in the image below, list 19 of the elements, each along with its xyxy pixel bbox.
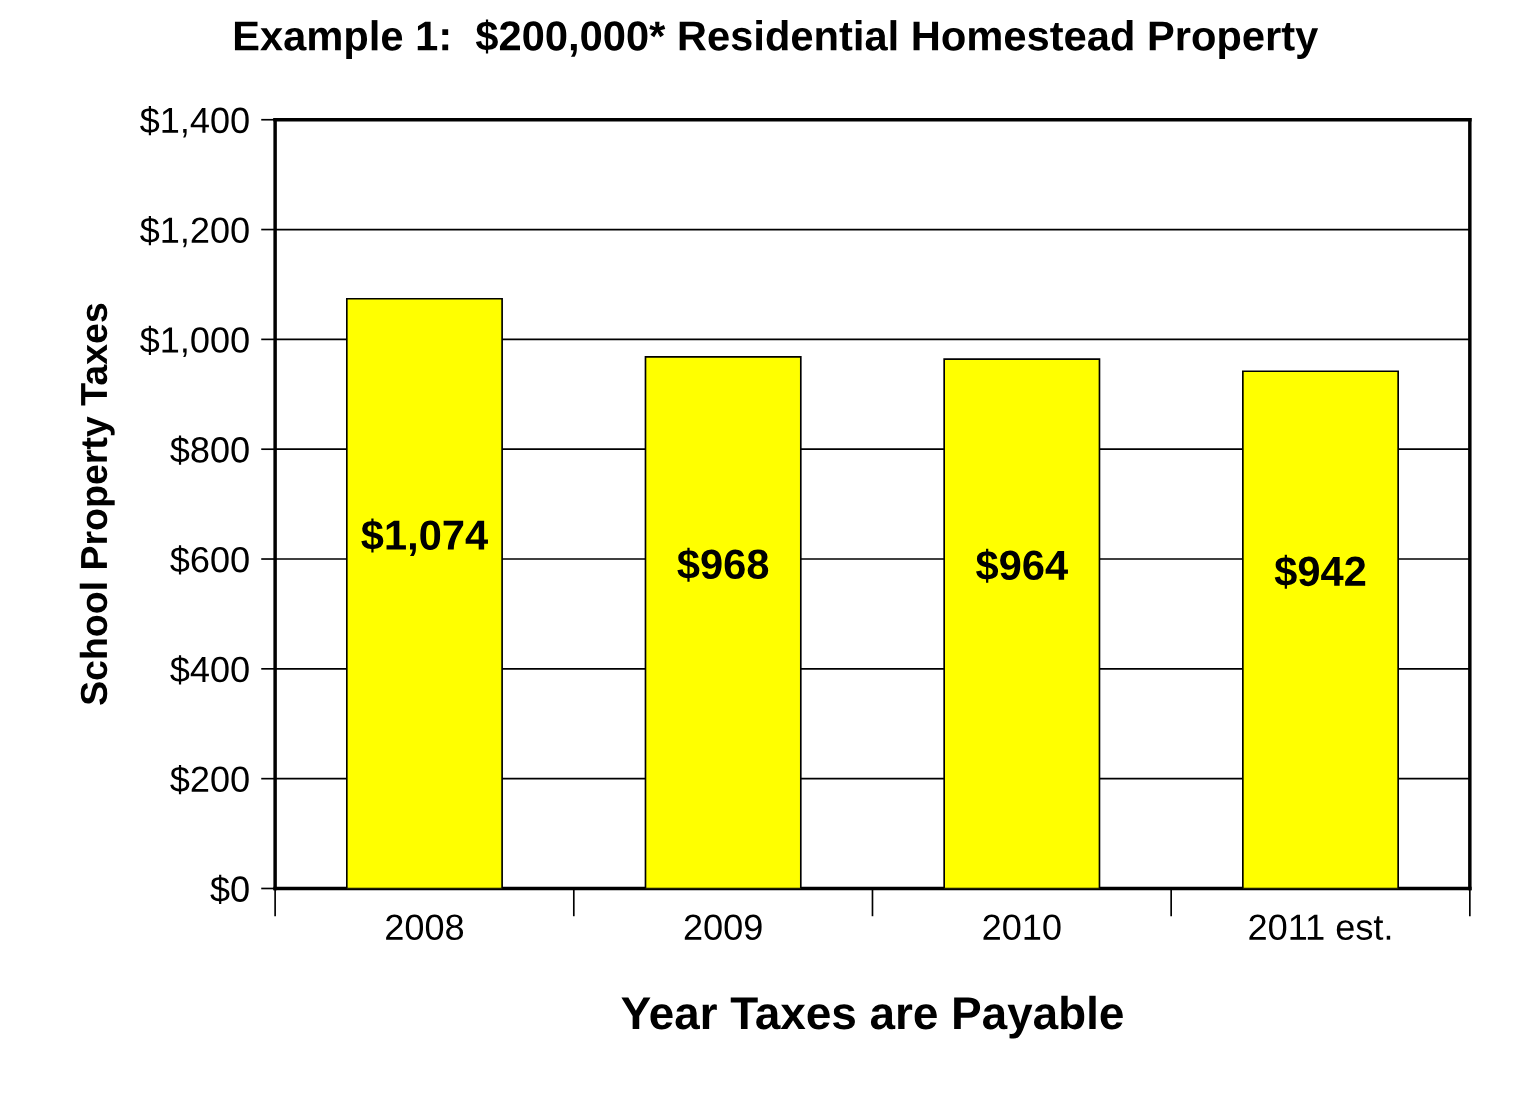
y-tick-label: $1,400 xyxy=(140,106,249,138)
y-tick-label: $1,000 xyxy=(140,325,249,358)
chart-title: Example 1: $200,000* Residential Homestead Property xyxy=(234,19,1319,59)
x-tick-label: 2010 xyxy=(983,914,1061,941)
y-tick-label: $0 xyxy=(210,874,249,905)
y-tick-label: $600 xyxy=(170,545,249,575)
y-tick-label: $400 xyxy=(170,655,249,685)
y-tick-label: $200 xyxy=(170,765,249,795)
x-tick-label: 2008 xyxy=(386,914,464,941)
data-label: $964 xyxy=(976,548,1068,583)
y-tick-label: $1,200 xyxy=(140,215,249,248)
data-label: $968 xyxy=(677,547,769,582)
data-label: $1,074 xyxy=(361,518,488,556)
x-tick-label: 2009 xyxy=(684,914,762,941)
y-axis-title: School Property Taxes xyxy=(79,303,115,705)
y-tick-label: $800 xyxy=(170,435,249,465)
x-axis-title: Year Taxes are Payable xyxy=(621,995,1123,1039)
x-tick-label: 2011 est. xyxy=(1249,914,1391,941)
data-label: $942 xyxy=(1274,554,1366,589)
